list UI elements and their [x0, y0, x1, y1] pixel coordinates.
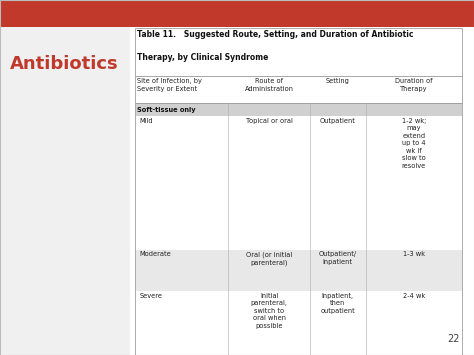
Text: Setting: Setting — [326, 78, 350, 84]
Text: Topical or oral: Topical or oral — [246, 118, 292, 124]
Bar — [135, 28, 462, 355]
Text: Mild: Mild — [140, 118, 154, 124]
Text: Inpatient,
then
outpatient: Inpatient, then outpatient — [320, 293, 355, 313]
Text: Initial
parenteral,
switch to
oral when
possible: Initial parenteral, switch to oral when … — [251, 293, 288, 328]
Bar — [130, 0, 474, 355]
Bar — [135, 116, 462, 250]
Text: Antibiotics: Antibiotics — [9, 55, 119, 73]
Text: Route of
Administration: Route of Administration — [245, 78, 294, 92]
Text: Site of Infection, by
Severity or Extent: Site of Infection, by Severity or Extent — [137, 78, 202, 92]
Text: Table 11.   Suggested Route, Setting, and Duration of Antibiotic: Table 11. Suggested Route, Setting, and … — [137, 30, 414, 39]
Text: Outpatient/
inpatient: Outpatient/ inpatient — [319, 251, 357, 265]
Bar — [135, 250, 462, 291]
Text: 1-3 wk: 1-3 wk — [403, 251, 425, 257]
Text: 22: 22 — [447, 334, 460, 344]
Bar — [0, 0, 474, 27]
Text: Duration of
Therapy: Duration of Therapy — [395, 78, 433, 92]
Bar — [135, 291, 462, 355]
Text: Outpatient: Outpatient — [320, 118, 356, 124]
Text: Oral (or initial
parenteral): Oral (or initial parenteral) — [246, 251, 292, 266]
Bar — [135, 103, 462, 116]
Text: Severe: Severe — [140, 293, 163, 299]
Text: Moderate: Moderate — [140, 251, 172, 257]
Text: 2-4 wk: 2-4 wk — [403, 293, 425, 299]
Text: Therapy, by Clinical Syndrome: Therapy, by Clinical Syndrome — [137, 53, 269, 62]
Text: Soft-tissue only: Soft-tissue only — [137, 107, 196, 113]
Text: 1-2 wk;
may
extend
up to 4
wk if
slow to
resolve: 1-2 wk; may extend up to 4 wk if slow to… — [402, 118, 426, 169]
